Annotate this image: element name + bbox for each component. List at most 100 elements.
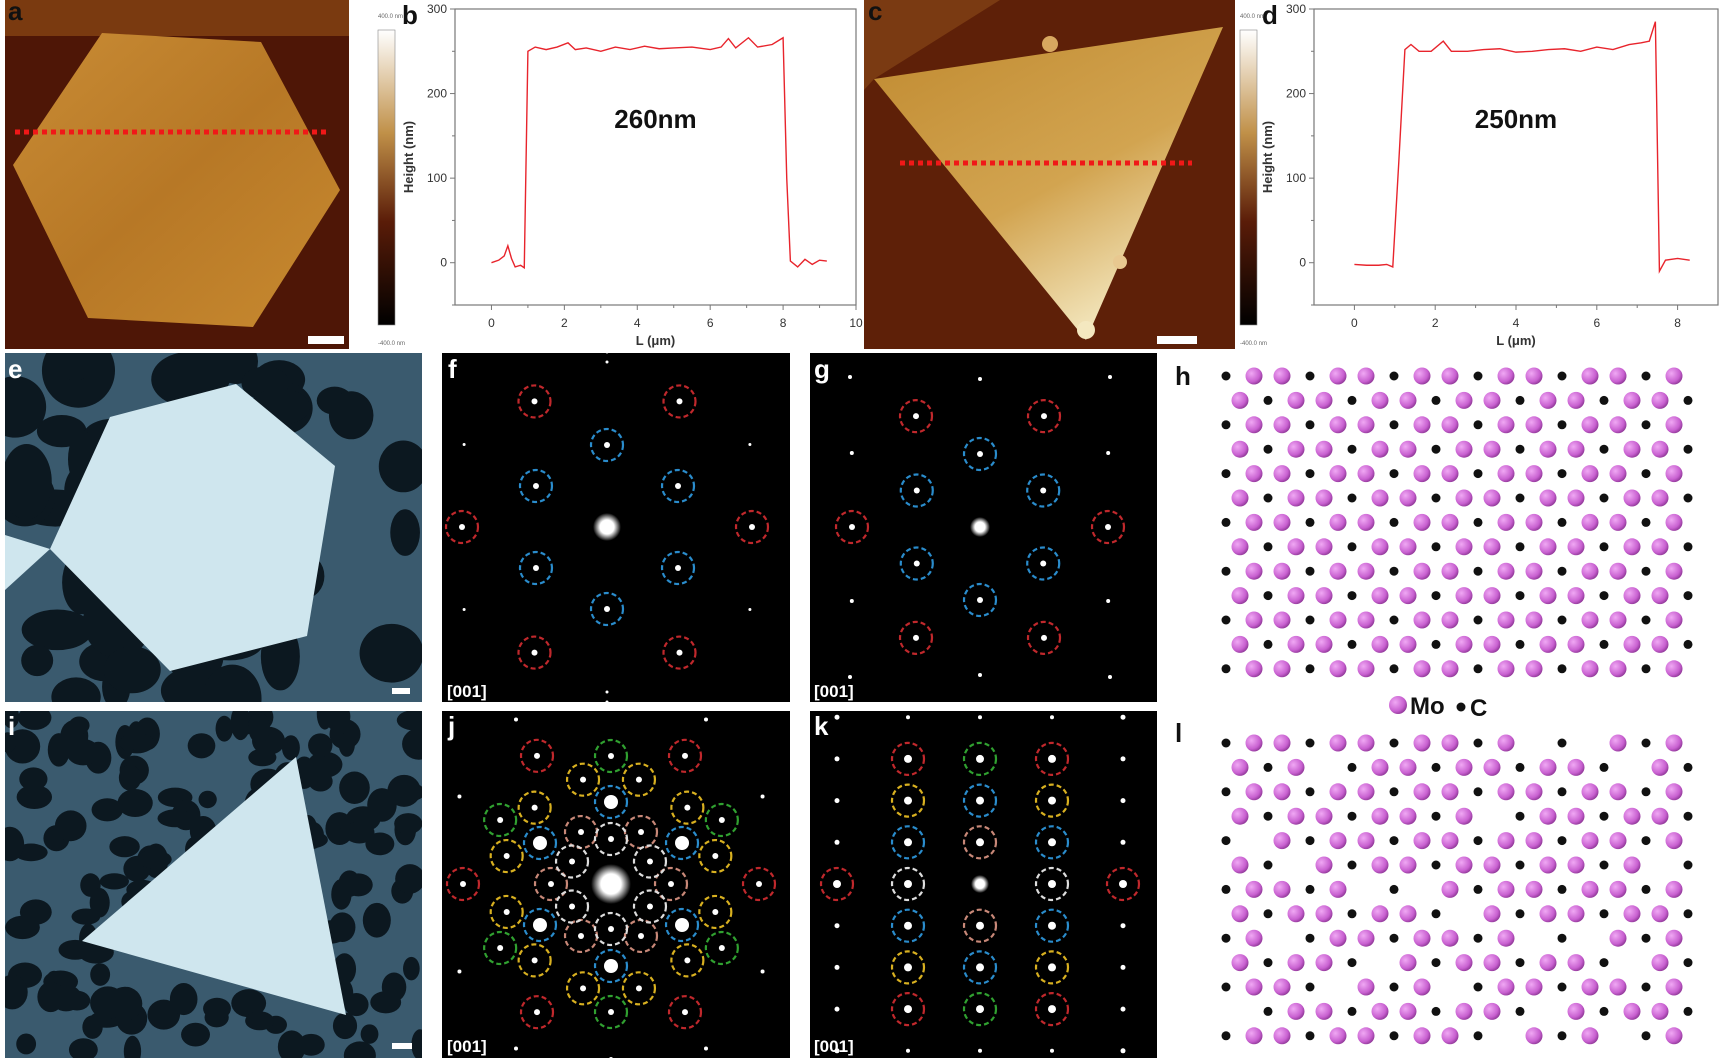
support-hole [187,733,216,759]
carbon-atom [1473,933,1483,943]
molybdenum-atom [1273,660,1291,678]
diffraction-spot [913,560,920,567]
x-axis-label: L (μm) [636,333,676,348]
diffraction-spot [460,881,466,887]
molybdenum-atom [1441,832,1459,850]
diffraction-spot [684,957,691,964]
indexed-spot-circle-blue [664,825,700,861]
support-hole [394,813,422,835]
diffraction-spot [459,524,465,530]
molybdenum-atom [1245,929,1263,947]
carbon-atom [1557,420,1567,430]
carbon-atom [1221,1031,1231,1041]
molybdenum-atom [1441,513,1459,531]
carbon-atom [1557,566,1567,576]
molybdenum-atom [1455,856,1473,874]
molybdenum-atom [1231,538,1249,556]
diffraction-spot [1120,756,1126,762]
molybdenum-atom [1525,783,1543,801]
indexed-spot-circle-red [834,509,870,545]
diffraction-spot [532,836,547,850]
diffraction-spot [976,838,984,847]
indexed-spot-circle-white [593,821,629,857]
indexed-spot-circle-red [898,620,934,655]
carbon-atom [1305,469,1315,479]
support-hole [307,751,343,778]
carbon-atom [1305,982,1315,992]
molybdenum-atom [1609,783,1627,801]
diffraction-spot [976,963,984,972]
molybdenum-atom [1651,440,1669,458]
diffraction-spot [531,957,538,964]
carbon-atom [1263,762,1273,772]
diffraction-spot [682,1009,688,1016]
molybdenum-atom [1371,635,1389,653]
molybdenum-atom [1483,538,1501,556]
molybdenum-atom [1413,416,1431,434]
carbon-atom [1389,787,1399,797]
indexed-spot-circle-white [554,889,590,924]
diffraction-spot [580,985,587,992]
molybdenum-atom [1441,783,1459,801]
colorbar-max: 400.0 nm [1240,14,1265,20]
indexed-spot-circle-yellow [565,762,601,797]
diffraction-spot [1120,1048,1126,1054]
molybdenum-atom [1329,880,1347,898]
diffraction-spot [608,926,614,932]
carbon-atom [1473,884,1483,894]
support-hole [324,711,351,732]
support-hole [157,809,194,828]
carbon-atom [1431,395,1441,405]
indexed-spot-circle-blue [589,591,625,627]
indexed-spot-circle-blue [899,473,934,508]
diffraction-spot [457,969,462,974]
molybdenum-atom [1399,391,1417,409]
diffraction-spot [638,932,644,939]
diffraction-spot [1120,964,1126,970]
carbon-atom [1641,517,1651,527]
diffraction-spot [1048,796,1056,805]
scale-bar [392,688,410,694]
molybdenum-atom [1609,562,1627,580]
diffraction-spot [756,881,762,887]
carbon-atom [1389,615,1399,625]
carbon-atom [1221,371,1231,381]
molybdenum-atom [1665,367,1683,385]
indexed-spot-circle-yellow [890,783,926,818]
indexed-spot-circle-blue [660,550,696,586]
molybdenum-atom [1413,734,1431,752]
legend-mo: Mo [1410,693,1445,720]
diffraction-spot [1120,923,1126,929]
carbon-atom [1221,884,1231,894]
molybdenum-atom [1357,465,1375,483]
molybdenum-atom [1329,562,1347,580]
diffraction-spot [749,524,755,530]
carbon-atom [1305,517,1315,527]
support-hole [329,912,356,943]
diffraction-spot [503,908,510,915]
diffraction-spot [976,1005,984,1014]
molybdenum-atom [1651,905,1669,923]
molybdenum-atom [1623,489,1641,507]
carbon-atom [1389,664,1399,674]
molybdenum-atom [1413,978,1431,996]
molybdenum-atom [1329,611,1347,629]
carbon-atom [1347,909,1357,919]
carbon-atom [1641,371,1651,381]
molybdenum-atom [1231,587,1249,605]
molybdenum-atom [1245,734,1263,752]
molybdenum-atom [1441,1027,1459,1045]
support-hole [411,1029,422,1058]
support-hole [50,984,82,1012]
diffraction-spot [978,377,982,381]
molybdenum-atom [1315,587,1333,605]
molybdenum-atom [1651,758,1669,776]
molybdenum-atom [1455,758,1473,776]
indexed-spot-circle-yellow [517,943,552,978]
carbon-atom [1347,860,1357,870]
diffraction-spot [904,754,912,763]
molybdenum-atom [1273,880,1291,898]
molybdenum-atom [1371,538,1389,556]
